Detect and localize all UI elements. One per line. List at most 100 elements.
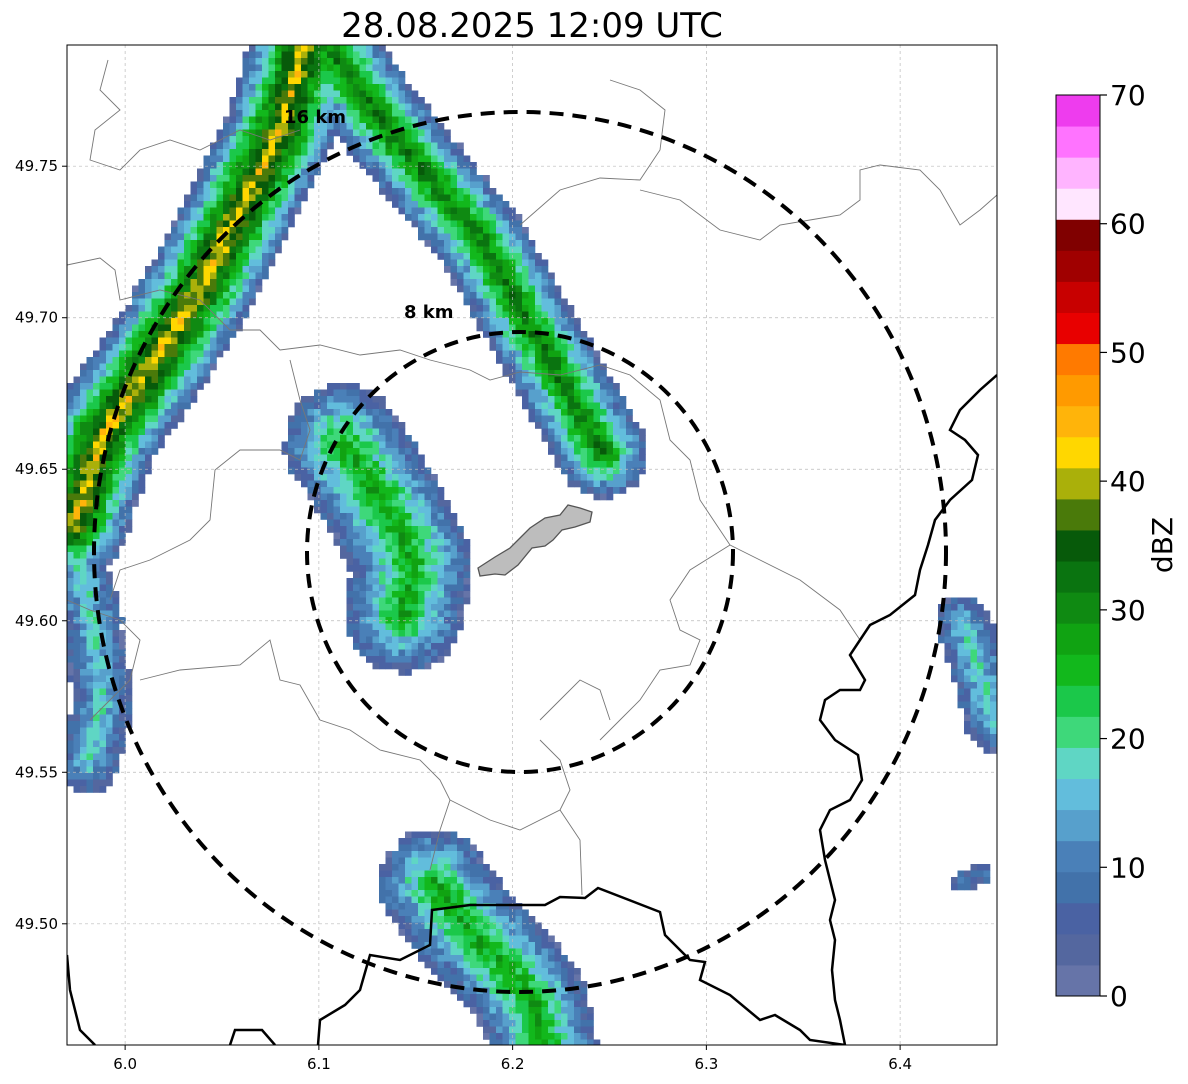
radar-cell [444, 883, 451, 891]
radar-cell [567, 1000, 575, 1008]
radar-cell [327, 129, 334, 137]
radar-cell [567, 1007, 575, 1014]
radar-cell [80, 740, 87, 748]
radar-cell [489, 903, 497, 910]
radar-cell [398, 669, 406, 676]
radar-cell [450, 233, 458, 241]
radar-cell [411, 201, 419, 208]
radar-cell [171, 350, 178, 358]
radar-cell [333, 123, 341, 130]
radar-cell [489, 922, 497, 930]
radar-cell [372, 142, 380, 150]
radar-cell [73, 747, 81, 754]
radar-cell [515, 948, 523, 956]
radar-cell [138, 415, 146, 423]
radar-cell [67, 513, 74, 520]
radar-cell [567, 1026, 575, 1034]
radar-cell [229, 246, 237, 254]
radar-cell [119, 630, 126, 637]
radar-cell [977, 688, 984, 696]
radar-cell [535, 1039, 542, 1045]
radar-cell [411, 454, 419, 462]
radar-cell [964, 597, 971, 605]
radar-cell [457, 968, 464, 975]
radar-cell [301, 103, 308, 111]
radar-cell [229, 110, 237, 117]
radar-cell [301, 441, 308, 449]
radar-cell [177, 272, 185, 280]
radar-cell [67, 721, 74, 728]
radar-cell [210, 350, 217, 358]
radar-cell [580, 1000, 588, 1008]
radar-cell [249, 97, 256, 104]
radar-cell [548, 974, 555, 982]
radar-cell [223, 292, 230, 299]
radar-cell [379, 513, 386, 520]
radar-cell [502, 370, 510, 377]
radar-cell [301, 454, 308, 462]
radar-cell [340, 500, 347, 507]
radar-cell [73, 487, 81, 494]
radar-cell [431, 916, 438, 923]
radar-cell [301, 123, 308, 130]
radar-cell [515, 220, 523, 228]
radar-cell [73, 597, 81, 605]
radar-cell [177, 383, 185, 390]
radar-cell [379, 506, 386, 514]
radar-cell [392, 851, 399, 858]
radar-cell [346, 448, 354, 455]
radar-cell [502, 922, 510, 930]
radar-cell [405, 149, 412, 156]
radar-cell [307, 175, 315, 182]
radar-cell [67, 448, 74, 455]
radar-cell [535, 363, 542, 371]
radar-cell [242, 207, 250, 215]
radar-cell [444, 903, 451, 910]
radar-cell [340, 435, 347, 442]
radar-cell [470, 207, 477, 215]
radar-cell [522, 246, 529, 254]
radar-cell [145, 350, 152, 358]
radar-cell [262, 110, 269, 117]
radar-cell [80, 708, 87, 715]
radar-cell [86, 552, 94, 559]
radar-cell [80, 753, 87, 761]
radar-cell [437, 168, 445, 176]
radar-cell [145, 389, 152, 397]
radar-cell [437, 175, 445, 182]
radar-cell [431, 500, 438, 507]
radar-cell [145, 448, 152, 455]
radar-cell [405, 877, 412, 884]
radar-cell [119, 331, 126, 338]
radar-cell [398, 129, 406, 137]
radar-cell [431, 851, 438, 858]
radar-cell [515, 1007, 523, 1014]
radar-cell [522, 318, 529, 325]
radar-cell [268, 175, 276, 182]
radar-cell [463, 168, 471, 176]
radar-cell [964, 643, 971, 650]
radar-cell [106, 714, 113, 722]
radar-cell [372, 565, 380, 572]
radar-cell [450, 168, 458, 176]
radar-cell [119, 688, 126, 696]
radar-cell [281, 220, 289, 228]
radar-cell [359, 415, 367, 423]
radar-cell [470, 220, 477, 228]
radar-cell [106, 578, 113, 585]
radar-cell [229, 142, 237, 150]
radar-cell [80, 630, 87, 637]
radar-cell [346, 129, 354, 137]
radar-cell [359, 630, 367, 637]
radar-cell [450, 838, 458, 845]
radar-cell [496, 929, 503, 936]
colorbar-segment [1056, 95, 1100, 127]
radar-cell [632, 480, 640, 488]
radar-cell [242, 246, 250, 254]
radar-cell [145, 331, 152, 338]
radar-cell [554, 305, 562, 312]
radar-cell [320, 97, 328, 104]
radar-cell [93, 396, 100, 403]
radar-cell [580, 1013, 588, 1021]
radar-cell [489, 870, 497, 878]
